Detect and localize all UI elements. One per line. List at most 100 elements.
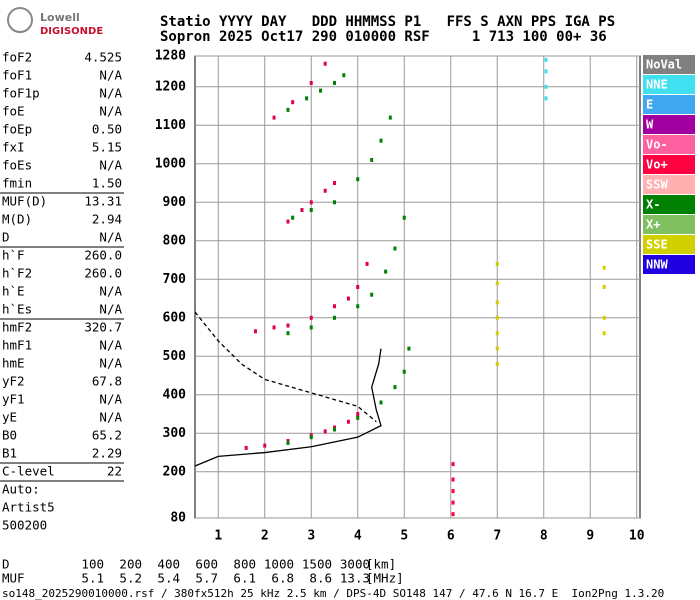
legend-swatch bbox=[643, 195, 695, 214]
x-tick-label: 4 bbox=[354, 529, 362, 544]
echo-point bbox=[309, 208, 313, 212]
logo-top: Lowell bbox=[40, 11, 80, 24]
legend-swatch bbox=[643, 255, 695, 274]
echo-point bbox=[323, 429, 327, 434]
x-tick-label: 8 bbox=[540, 529, 548, 544]
echo-point bbox=[365, 261, 369, 266]
muf-cell: 1500 bbox=[302, 557, 332, 572]
echo-point bbox=[309, 315, 313, 320]
footer: so148_2025290010000.rsf / 380fx512h 25 k… bbox=[2, 587, 664, 600]
operator: 500200 bbox=[2, 518, 47, 533]
echo-point bbox=[451, 477, 455, 482]
muf-cell: 5.7 bbox=[195, 571, 218, 586]
echo-point bbox=[544, 96, 548, 101]
echo-point bbox=[332, 304, 336, 309]
param-value: N/A bbox=[99, 410, 122, 425]
echo-point bbox=[309, 435, 313, 440]
muf-cell: 1000 bbox=[264, 557, 294, 572]
param-name: foF1p bbox=[2, 86, 40, 101]
muf-cell: 3000 bbox=[340, 557, 370, 572]
legend-label: Vo+ bbox=[646, 158, 668, 172]
x-tick-label: 1 bbox=[214, 529, 222, 544]
echo-point bbox=[309, 325, 313, 330]
param-value: 67.8 bbox=[92, 374, 122, 389]
echo-point bbox=[291, 100, 295, 105]
echo-point bbox=[451, 500, 455, 505]
muf-cell: MUF bbox=[2, 571, 25, 586]
echo-point bbox=[291, 215, 295, 220]
x-tick-label: 7 bbox=[493, 529, 501, 544]
legend-swatch bbox=[643, 95, 695, 114]
profile-line bbox=[194, 348, 382, 467]
operator: Auto: bbox=[2, 482, 40, 497]
echo-point bbox=[342, 73, 346, 78]
y-tick-label: 80 bbox=[170, 511, 186, 526]
echo-point bbox=[286, 331, 290, 336]
echo-point bbox=[495, 362, 499, 366]
muf-cell: 5.1 bbox=[81, 571, 104, 586]
echo-point bbox=[370, 292, 374, 297]
echo-point bbox=[495, 281, 499, 286]
param-value: 22 bbox=[107, 464, 122, 479]
param-name: h`E bbox=[2, 284, 25, 299]
param-value: 2.29 bbox=[92, 446, 122, 461]
param-value: N/A bbox=[99, 104, 122, 119]
y-tick-label: 500 bbox=[163, 349, 187, 364]
echo-point bbox=[323, 61, 327, 66]
muf-cell: [km] bbox=[366, 557, 396, 572]
param-name: foEp bbox=[2, 122, 32, 137]
param-name: h`F bbox=[2, 248, 25, 263]
echo-point bbox=[495, 346, 499, 351]
param-name: B0 bbox=[2, 428, 17, 443]
param-name: hmF2 bbox=[2, 320, 32, 335]
y-tick-label: 200 bbox=[163, 464, 187, 479]
echo-point bbox=[495, 331, 499, 336]
param-name: fxI bbox=[2, 140, 25, 155]
legend-swatch bbox=[643, 115, 695, 134]
echo-point bbox=[407, 346, 411, 351]
param-name: foF1 bbox=[2, 68, 32, 83]
param-name: foE bbox=[2, 104, 25, 119]
param-name: D bbox=[2, 230, 10, 245]
logo-mark bbox=[7, 7, 33, 33]
param-value: N/A bbox=[99, 86, 122, 101]
y-tick-label: 900 bbox=[163, 195, 187, 210]
param-name: yF2 bbox=[2, 374, 25, 389]
echo-point bbox=[451, 512, 455, 517]
legend-label: SSE bbox=[646, 238, 668, 252]
legend-label: W bbox=[646, 118, 654, 132]
profile-line bbox=[194, 311, 377, 423]
param-value: N/A bbox=[99, 338, 122, 353]
param-name: yE bbox=[2, 410, 17, 425]
param-value: 2.94 bbox=[92, 212, 122, 227]
legend-label: NNW bbox=[646, 258, 668, 272]
echo-point bbox=[356, 412, 360, 417]
echo-point bbox=[393, 246, 397, 251]
echo-point bbox=[402, 215, 406, 220]
echo-point bbox=[451, 462, 455, 467]
param-value: 260.0 bbox=[84, 248, 122, 263]
muf-cell: 13.3 bbox=[340, 571, 370, 586]
param-name: h`Es bbox=[2, 302, 32, 317]
logo-bottom: DIGISONDE bbox=[40, 26, 103, 37]
echo-point bbox=[393, 385, 397, 390]
echo-point bbox=[544, 57, 548, 62]
muf-cell: 800 bbox=[233, 557, 256, 572]
muf-cell: [MHz] bbox=[366, 571, 404, 586]
echo-point bbox=[309, 200, 313, 205]
echo-point bbox=[319, 88, 323, 93]
echo-point bbox=[332, 200, 336, 205]
param-value: N/A bbox=[99, 302, 122, 317]
muf-cell: 8.6 bbox=[309, 571, 332, 586]
echo-point bbox=[272, 115, 276, 120]
legend-label: Vo- bbox=[646, 138, 668, 152]
echo-point bbox=[370, 157, 374, 162]
echo-point bbox=[332, 181, 336, 186]
echo-point bbox=[323, 188, 327, 193]
legend-swatch bbox=[643, 175, 695, 194]
y-tick-label: 1000 bbox=[155, 156, 186, 171]
echo-point bbox=[332, 427, 336, 432]
echo-point bbox=[346, 419, 350, 424]
param-value: N/A bbox=[99, 392, 122, 407]
